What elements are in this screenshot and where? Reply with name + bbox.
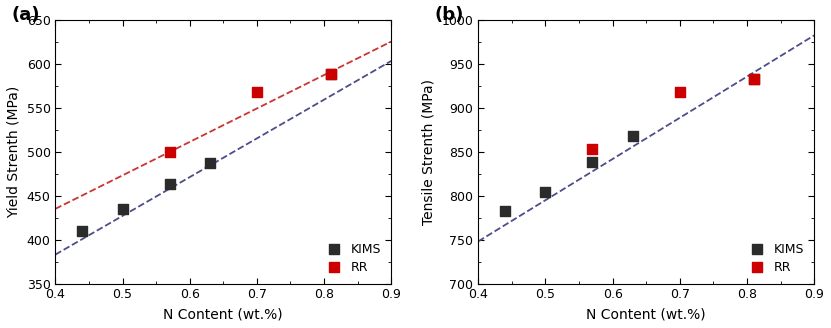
X-axis label: N Content (wt.%): N Content (wt.%): [164, 307, 283, 321]
Text: (b): (b): [435, 6, 464, 24]
Legend: KIMS, RR: KIMS, RR: [741, 239, 808, 277]
RR: [747, 76, 760, 81]
KIMS: [76, 228, 89, 234]
RR: [250, 89, 263, 94]
Text: (a): (a): [12, 6, 40, 24]
KIMS: [538, 190, 552, 195]
KIMS: [116, 206, 129, 212]
RR: [673, 89, 686, 94]
KIMS: [626, 133, 639, 138]
RR: [586, 146, 599, 152]
KIMS: [163, 182, 176, 187]
KIMS: [586, 159, 599, 165]
KIMS: [499, 209, 512, 214]
Y-axis label: Tensile Strenth (MPa): Tensile Strenth (MPa): [422, 79, 436, 225]
KIMS: [747, 76, 760, 81]
Y-axis label: Yield Strenth (MPa): Yield Strenth (MPa): [7, 86, 21, 218]
Legend: KIMS, RR: KIMS, RR: [318, 239, 385, 277]
RR: [163, 149, 176, 154]
KIMS: [324, 72, 337, 77]
KIMS: [204, 160, 217, 166]
X-axis label: N Content (wt.%): N Content (wt.%): [587, 307, 706, 321]
RR: [324, 72, 337, 77]
